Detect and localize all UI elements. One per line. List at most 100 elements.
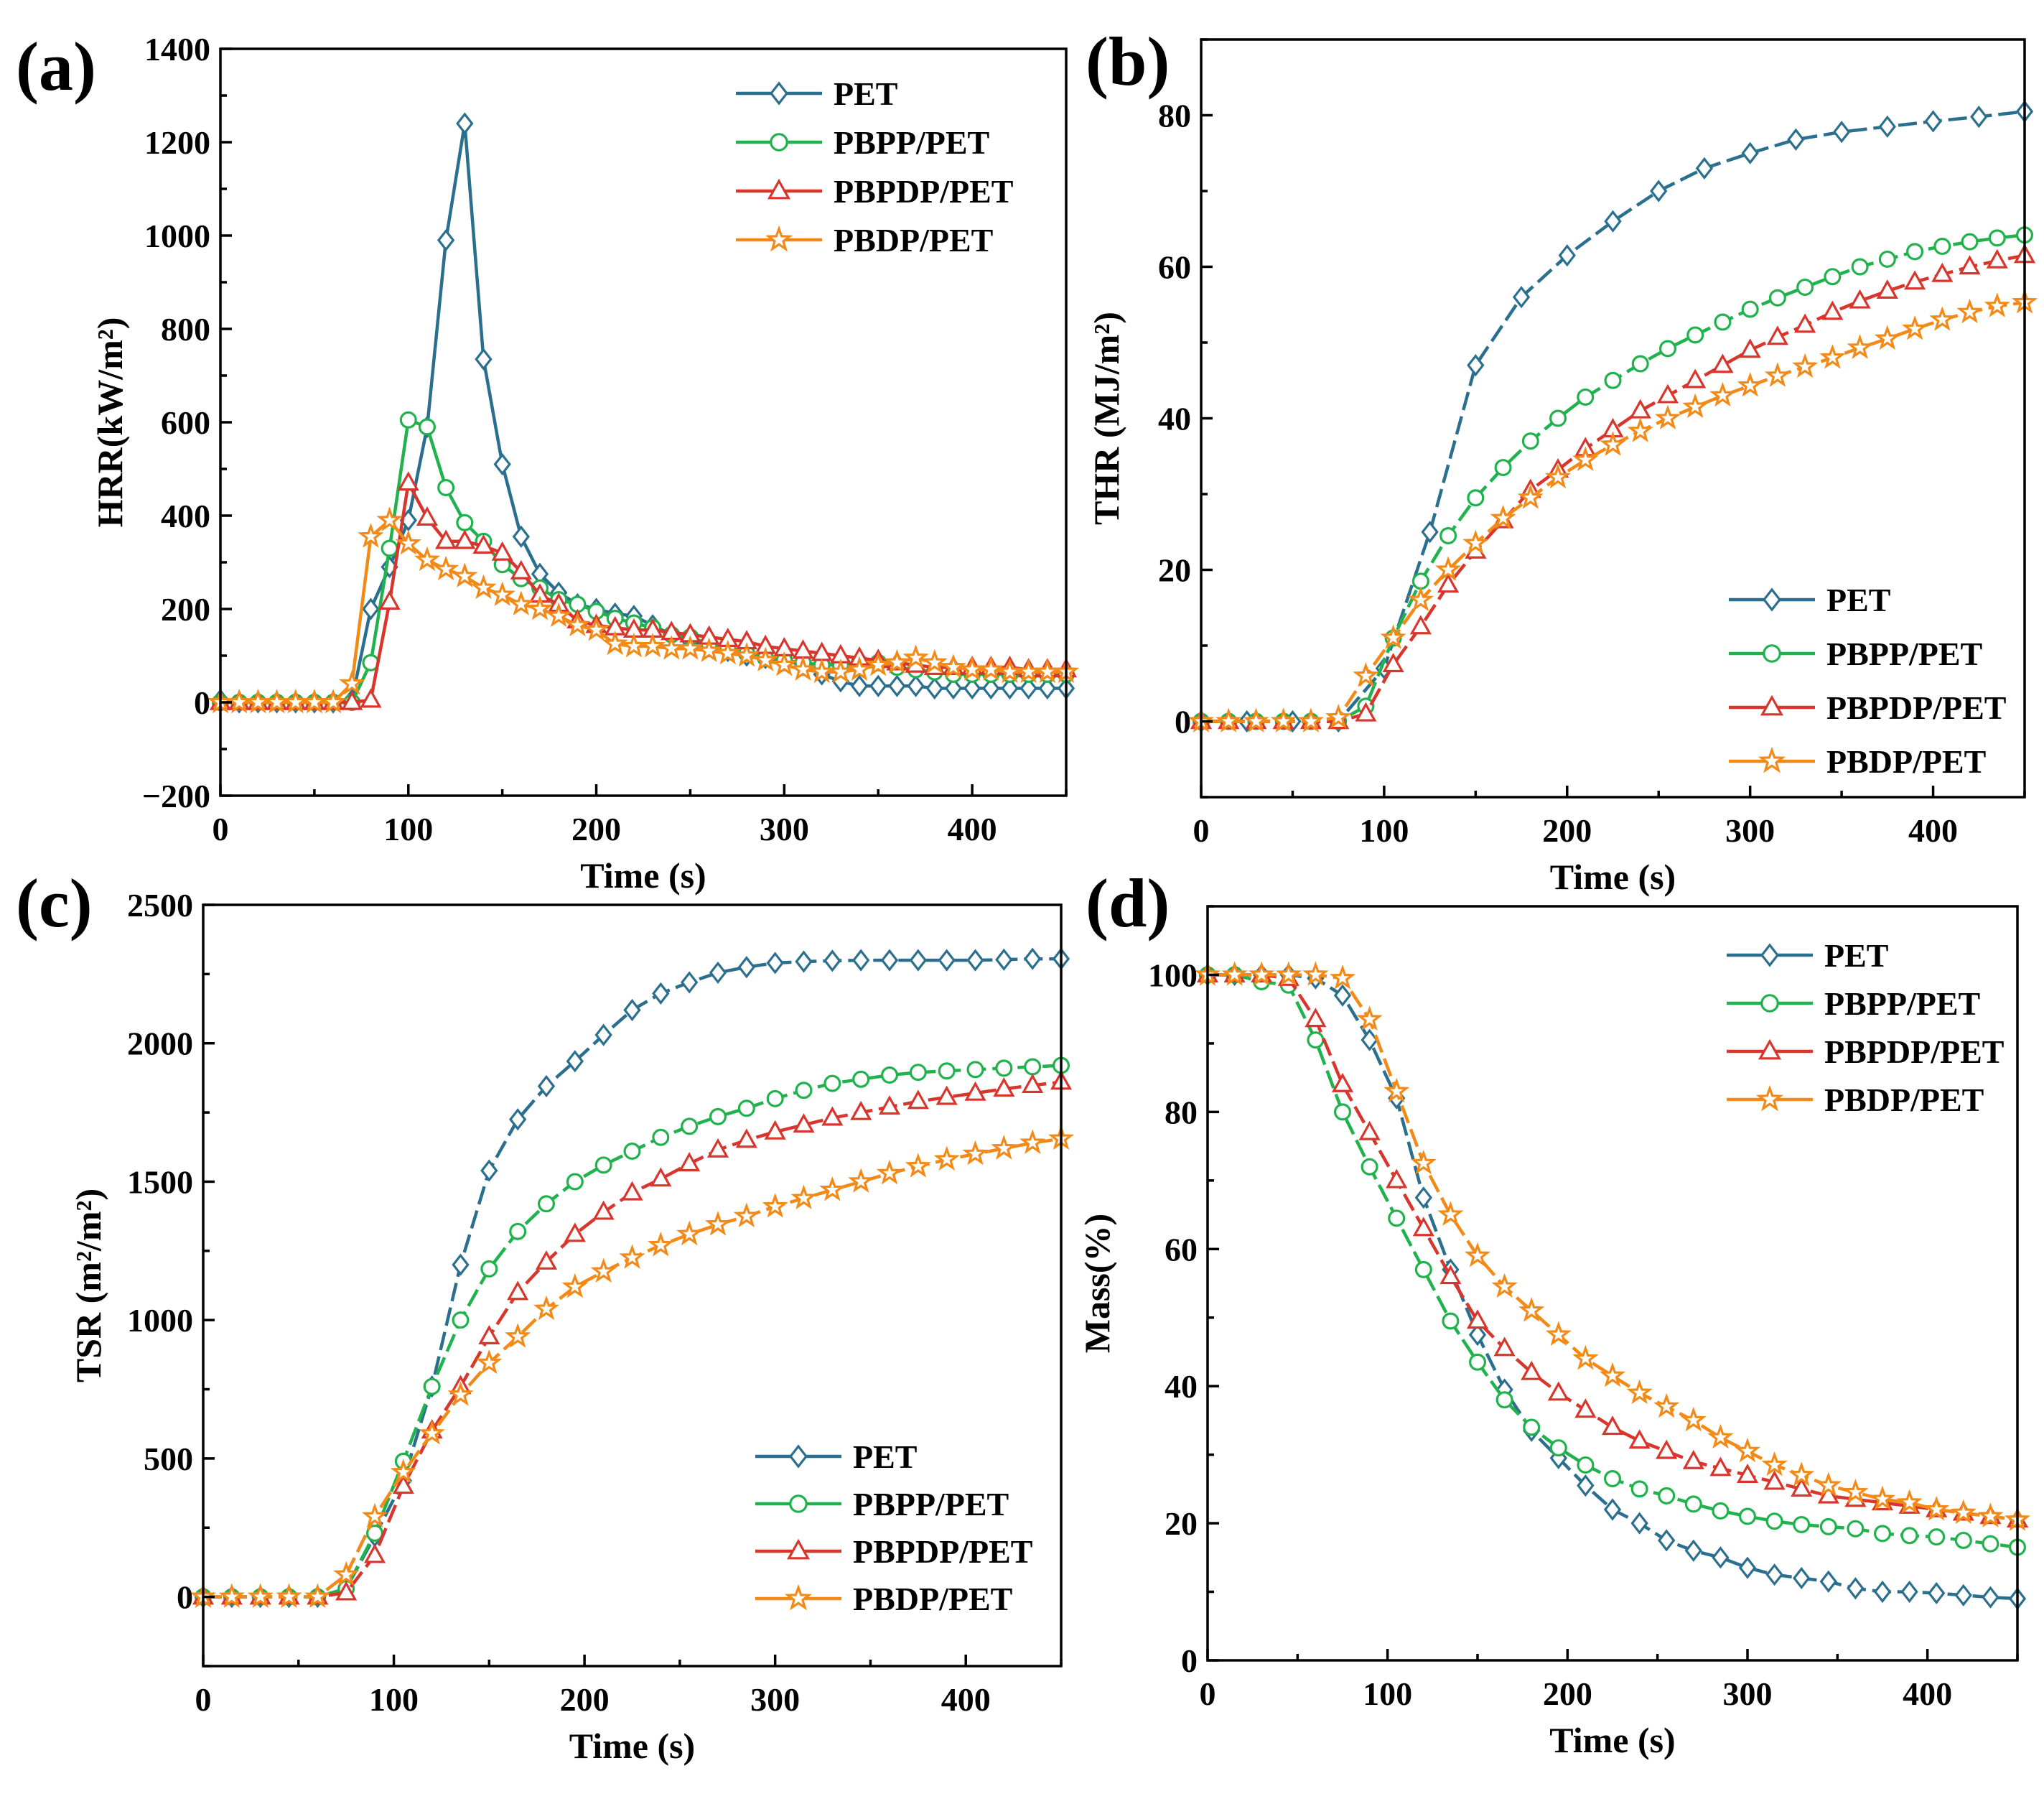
data-point (360, 688, 382, 708)
x-tick-label: 0 (1193, 812, 1210, 849)
data-point (1842, 1479, 1869, 1504)
x-tick-label: 300 (1725, 812, 1775, 849)
data-point (1832, 121, 1851, 144)
legend-label: PET (853, 1438, 917, 1475)
data-point (526, 595, 554, 620)
data-point (1878, 250, 1896, 268)
plot-frame (202, 903, 1063, 1668)
legend: PET PBPP/PET PBPDP/PET PBDP/PET (1727, 937, 2004, 1118)
data-point (1468, 1353, 1486, 1371)
data-point (1434, 556, 1462, 581)
data-point (1903, 270, 1926, 290)
data-point (1815, 1471, 1842, 1497)
data-point (1353, 662, 1379, 687)
y-axis-title: TSR (m²/m²) (68, 1189, 108, 1382)
data-point (938, 1062, 956, 1080)
y-tick-label: 800 (161, 311, 210, 348)
data-point (1851, 258, 1869, 276)
data-point (1439, 527, 1457, 545)
data-point (1275, 961, 1302, 986)
legend-marker (1758, 1038, 1782, 1060)
data-point (507, 1280, 529, 1301)
data-point (884, 648, 910, 674)
data-point (1982, 1535, 1999, 1553)
legend-marker (786, 1538, 811, 1560)
data-point (966, 949, 984, 972)
data-point (1333, 1103, 1351, 1121)
data-point (472, 534, 495, 554)
data-point (1768, 289, 1786, 307)
data-point (454, 529, 476, 549)
data-point (480, 1159, 498, 1182)
x-tick-label: 400 (1903, 1675, 1952, 1712)
data-point (1358, 1120, 1381, 1140)
data-point (1325, 704, 1352, 729)
y-tick-label: 1400 (144, 31, 210, 68)
data-point (1709, 381, 1736, 407)
y-tick-label: 600 (161, 404, 210, 441)
data-point (1022, 1074, 1044, 1094)
x-tick-label: 100 (1363, 1675, 1412, 1712)
legend-marker (770, 81, 788, 106)
data-point (1684, 368, 1707, 389)
data-point (1950, 1499, 1977, 1525)
data-point (1631, 355, 1649, 373)
x-tick-label: 200 (1542, 812, 1592, 849)
data-point (537, 1195, 555, 1213)
data-point (1869, 1485, 1896, 1511)
data-point (869, 674, 887, 697)
x-axis-title: Time (s) (569, 1726, 695, 1766)
data-point (1765, 1512, 1783, 1530)
data-point (1931, 262, 1954, 282)
data-point (493, 452, 511, 476)
legend-label: PBPDP/PET (853, 1533, 1032, 1570)
data-point (1959, 255, 1981, 275)
x-tick-label: 200 (1543, 1675, 1592, 1712)
data-point (1654, 404, 1681, 429)
data-point (648, 1232, 674, 1257)
data-point (537, 1074, 556, 1098)
legend-label: PBDP/PET (1826, 743, 1986, 780)
y-tick-label: 0 (1181, 1642, 1198, 1679)
data-point (909, 949, 927, 972)
data-point (512, 525, 531, 548)
data-point (1874, 1525, 1892, 1543)
data-point (1383, 1077, 1410, 1103)
data-point (1627, 417, 1653, 442)
data-point (964, 1081, 986, 1101)
series-line-pbpdp-pet (220, 478, 1066, 704)
data-point (888, 674, 906, 697)
data-point (1712, 1546, 1730, 1569)
data-point (1923, 1495, 1950, 1521)
x-tick-label: 400 (941, 1681, 991, 1718)
data-point (339, 669, 365, 695)
data-point (1988, 229, 2006, 247)
data-point (823, 949, 841, 972)
legend-label: PBPDP/PET (1826, 689, 2006, 726)
data-point (1466, 1309, 1489, 1329)
data-point (1545, 1321, 1572, 1347)
data-point (766, 1089, 784, 1107)
data-point (1928, 1528, 1946, 1546)
data-point (358, 523, 384, 548)
data-point (925, 676, 943, 700)
legend-label: PBPDP/PET (1824, 1033, 2004, 1070)
data-point (827, 658, 854, 684)
data-point (1549, 1439, 1567, 1457)
data-point (1437, 573, 1460, 593)
data-point (1819, 1517, 1837, 1535)
data-point (452, 1311, 470, 1329)
x-tick-label: 400 (1908, 812, 1958, 849)
data-point (491, 541, 513, 561)
data-point (1787, 128, 1805, 151)
data-point (1521, 1360, 1543, 1380)
data-point (1794, 313, 1816, 333)
data-point (1493, 1336, 1516, 1357)
x-tick-label: 0 (195, 1681, 212, 1718)
data-point (821, 1106, 844, 1126)
data-point (752, 646, 779, 671)
data-point (478, 1325, 500, 1345)
data-point (535, 1250, 558, 1270)
data-point (1977, 1502, 2004, 1527)
